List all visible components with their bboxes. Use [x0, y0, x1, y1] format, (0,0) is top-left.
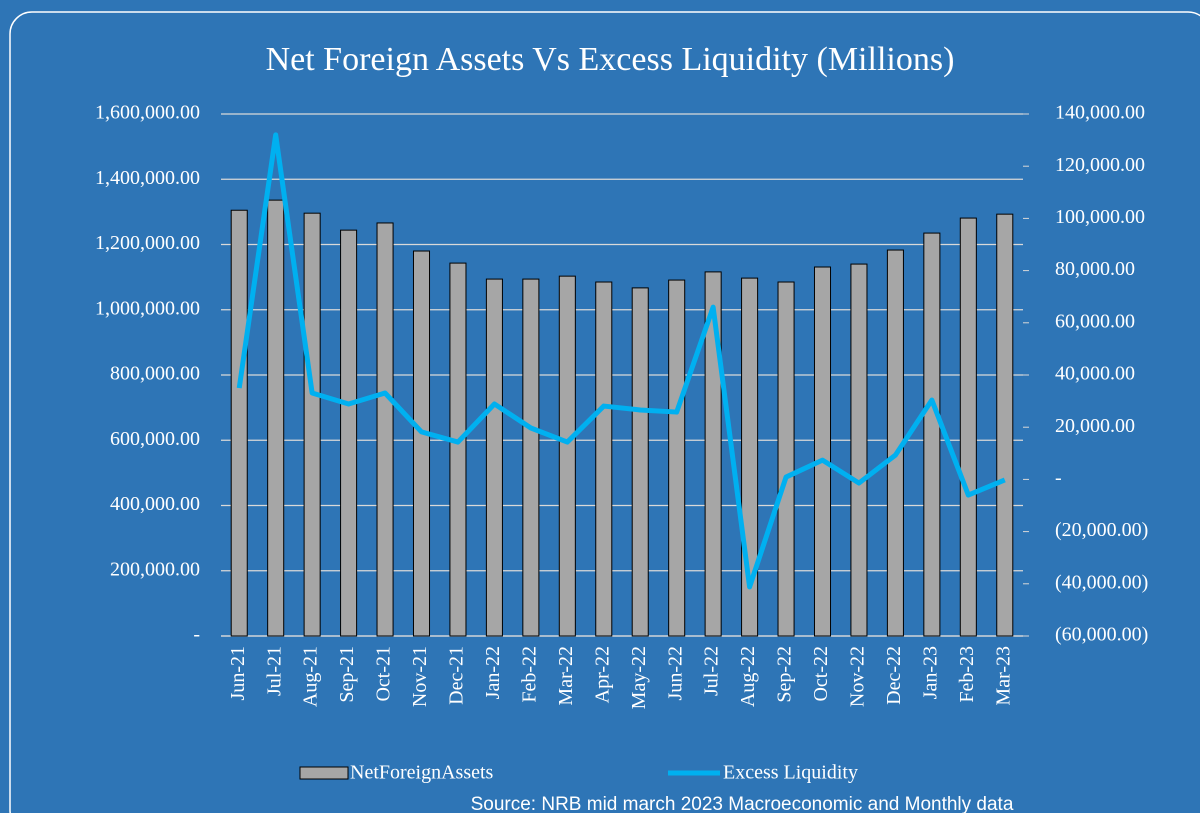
y-tick-label: 1,400,000.00 — [95, 167, 200, 189]
line — [236, 132, 1006, 590]
y2-tick-label: 80,000.00 — [1055, 258, 1135, 280]
bar — [704, 271, 722, 637]
x-tick-label: Aug-21 — [300, 646, 322, 707]
source-note: Source: NRB mid march 2023 Macroeconomic… — [471, 794, 1014, 813]
bar — [777, 281, 795, 637]
bar — [485, 278, 503, 637]
y2-tick-label: (20,000.00) — [1055, 519, 1148, 541]
x-tick-label: Dec-22 — [883, 646, 905, 705]
y2-tick-label: (40,000.00) — [1055, 571, 1148, 593]
y-tick-label: 1,600,000.00 — [95, 102, 200, 124]
x-tick-label: Feb-23 — [956, 646, 978, 703]
x-tick-label: Oct-22 — [810, 646, 832, 702]
bar — [959, 217, 977, 637]
y2-tick-label: 60,000.00 — [1055, 310, 1135, 332]
bar — [996, 213, 1014, 637]
x-tick-label: Jul-22 — [701, 646, 723, 696]
y-tick-label: 200,000.00 — [110, 558, 200, 580]
bar — [449, 262, 467, 637]
x-tick-label: Jul-21 — [263, 646, 285, 696]
y2-tick-label: 20,000.00 — [1055, 415, 1135, 437]
bar — [376, 222, 394, 637]
y-tick-label: 1,200,000.00 — [95, 232, 200, 254]
y-tick-label: - — [193, 624, 200, 646]
y2-tick-label: 140,000.00 — [1055, 102, 1145, 124]
bar — [668, 279, 686, 637]
x-tick-label: May-22 — [628, 646, 650, 709]
legend-label: Excess Liquidity — [723, 762, 858, 784]
x-tick-label: Nov-21 — [409, 646, 431, 707]
x-tick-label: Nov-22 — [847, 646, 869, 707]
x-tick-label: Mar-23 — [992, 646, 1014, 706]
bar — [595, 281, 613, 637]
bar — [230, 209, 248, 637]
bar — [412, 250, 431, 637]
y-tick-label: 400,000.00 — [110, 493, 200, 515]
x-tick-label: Sep-21 — [336, 646, 358, 703]
x-tick-label: Jan-23 — [919, 646, 941, 699]
x-tick-label: Dec-21 — [446, 646, 468, 705]
y-tick-label: 600,000.00 — [110, 428, 200, 450]
bar — [340, 229, 358, 637]
bar — [850, 263, 868, 637]
y2-tick-label: - — [1055, 467, 1062, 489]
y2-tick-label: 120,000.00 — [1055, 154, 1145, 176]
x-tick-label: Mar-22 — [555, 646, 577, 706]
frame — [9, 11, 1200, 813]
x-tick-label: Apr-22 — [591, 646, 613, 703]
x-tick-label: Jan-22 — [482, 646, 504, 699]
y-tick-label: 1,000,000.00 — [95, 297, 200, 319]
x-tick-label: Oct-21 — [373, 646, 395, 702]
y2-tick-label: (60,000.00) — [1055, 624, 1148, 646]
legend-label: NetForeignAssets — [350, 762, 494, 784]
bar — [303, 212, 321, 637]
y2-tick-label: 40,000.00 — [1055, 363, 1135, 385]
x-tick-label: Aug-22 — [737, 646, 759, 707]
bar — [522, 278, 540, 637]
chart-title: Net Foreign Assets Vs Excess Liquidity (… — [266, 41, 955, 78]
x-tick-label: Jun-21 — [227, 646, 249, 700]
x-tick-label: Feb-22 — [518, 646, 540, 703]
bar — [558, 275, 576, 637]
bar — [267, 199, 285, 637]
x-tick-label: Sep-22 — [774, 646, 796, 703]
bar — [631, 287, 649, 637]
y-tick-label: 800,000.00 — [110, 363, 200, 385]
legend-swatch — [299, 766, 349, 780]
bar — [923, 232, 941, 637]
x-tick-label: Jun-22 — [664, 646, 686, 700]
bar — [813, 266, 832, 637]
y2-tick-label: 100,000.00 — [1055, 206, 1145, 228]
